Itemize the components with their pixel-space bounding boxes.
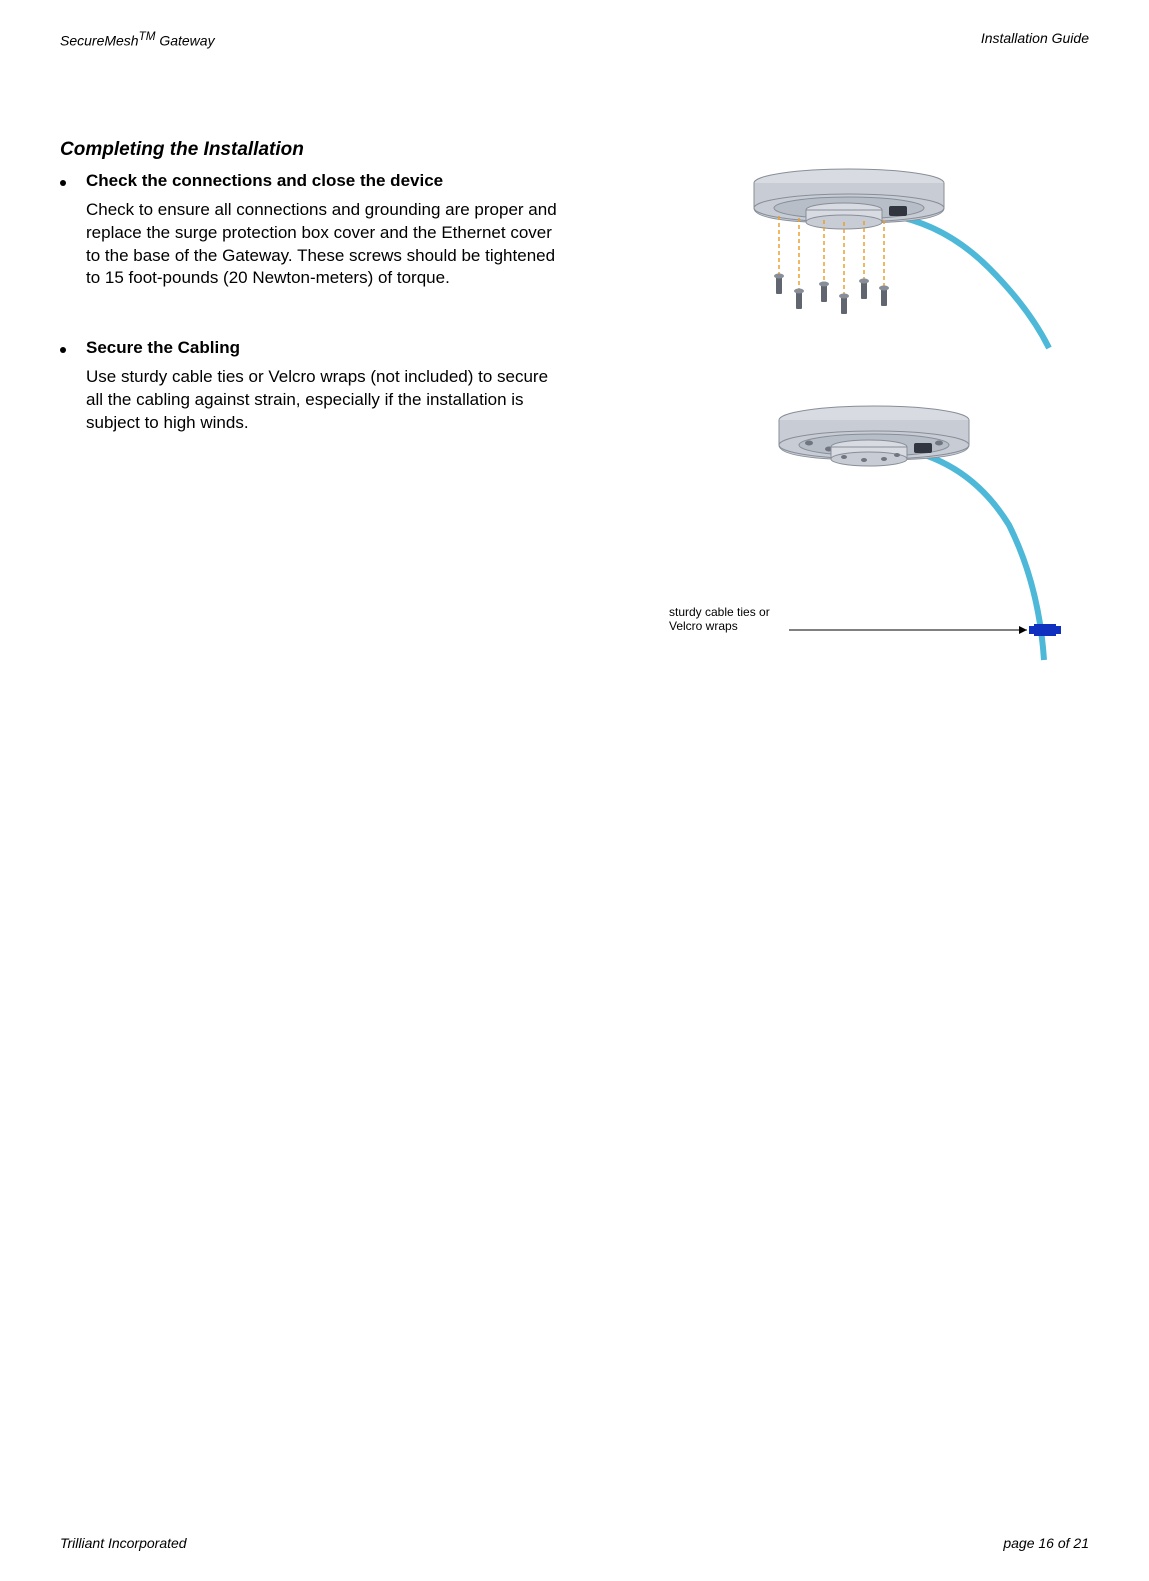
annotation-cable-ties: sturdy cable ties or Velcro wraps	[669, 605, 784, 634]
device-diagram-2-icon	[669, 405, 1089, 675]
bullet-dot-icon	[60, 180, 66, 186]
figure-close-device	[739, 168, 1089, 353]
footer-left: Trilliant Incorporated	[60, 1535, 187, 1551]
bullet-body: Use sturdy cable ties or Velcro wraps (n…	[86, 366, 566, 435]
page-header: SecureMeshTM Gateway Installation Guide	[60, 30, 1089, 49]
bullet-body: Check to ensure all connections and grou…	[86, 199, 566, 291]
header-right: Installation Guide	[981, 30, 1089, 49]
header-left-suffix: Gateway	[155, 33, 214, 49]
figure-secure-cabling: sturdy cable ties or Velcro wraps	[669, 405, 1089, 675]
page-footer: Trilliant Incorporated page 16 of 21	[60, 1535, 1089, 1551]
bullet-title: Check the connections and close the devi…	[86, 171, 443, 191]
header-left-prefix: SecureMesh	[60, 33, 139, 49]
device-diagram-1-icon	[739, 168, 1089, 353]
bullet-dot-icon	[60, 347, 66, 353]
section-title: Completing the Installation	[60, 139, 1089, 161]
header-left-sup: TM	[139, 30, 156, 43]
header-left: SecureMeshTM Gateway	[60, 30, 215, 49]
bullet-title: Secure the Cabling	[86, 338, 240, 358]
footer-right: page 16 of 21	[1003, 1535, 1089, 1551]
